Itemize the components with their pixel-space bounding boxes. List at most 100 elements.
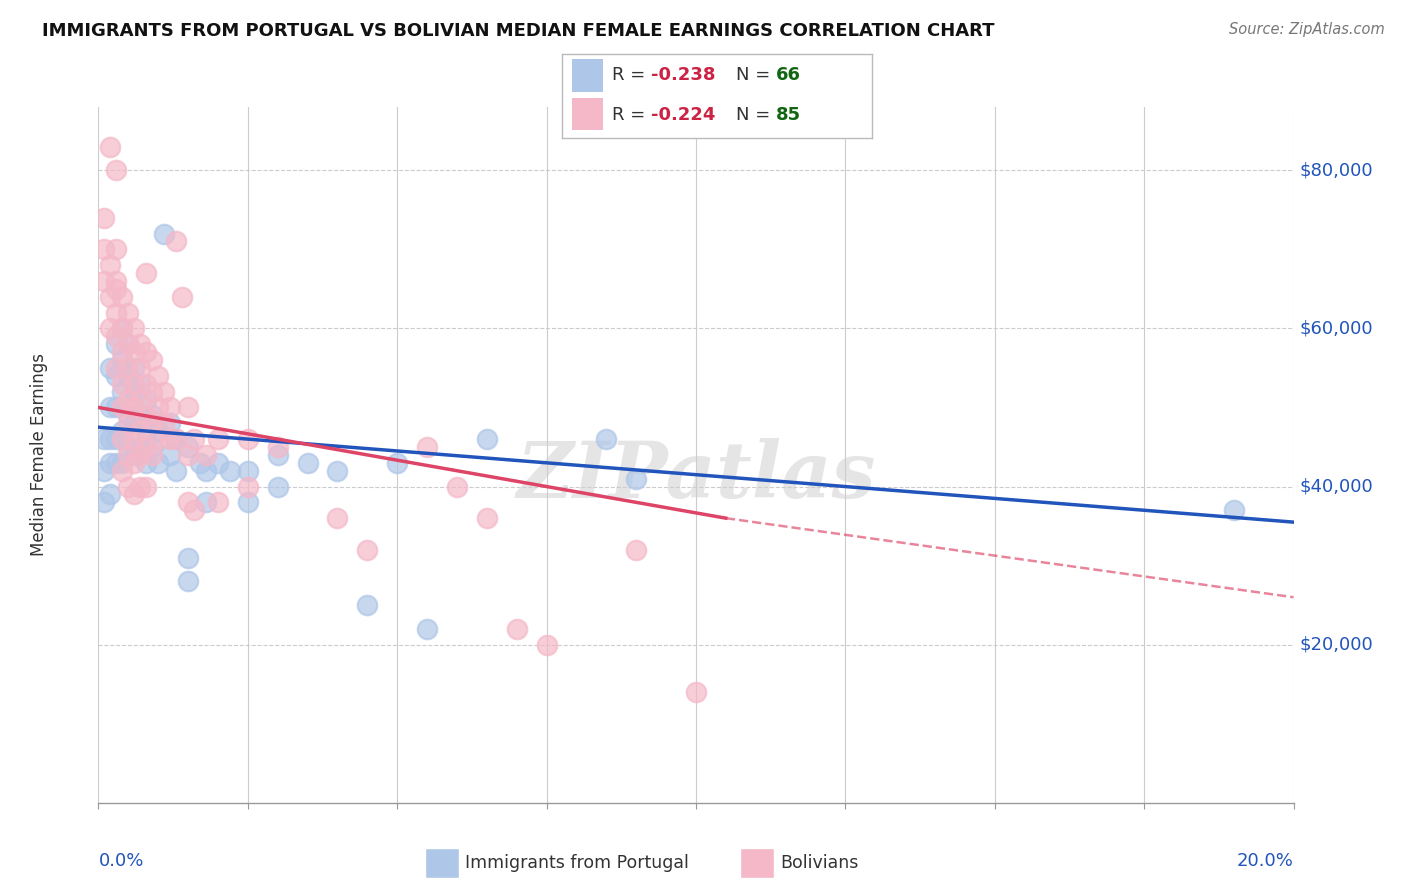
Point xyxy=(1223,503,1246,517)
Point xyxy=(148,432,170,446)
Point xyxy=(105,361,128,376)
Point xyxy=(129,361,152,376)
Point xyxy=(105,243,128,257)
Point xyxy=(148,424,170,438)
Point xyxy=(236,479,259,493)
Point xyxy=(124,417,146,431)
Bar xyxy=(572,60,603,92)
Point xyxy=(236,432,259,446)
Point xyxy=(124,321,146,335)
Text: IMMIGRANTS FROM PORTUGAL VS BOLIVIAN MEDIAN FEMALE EARNINGS CORRELATION CHART: IMMIGRANTS FROM PORTUGAL VS BOLIVIAN MED… xyxy=(42,22,994,40)
Point xyxy=(536,638,558,652)
Text: 85: 85 xyxy=(776,105,801,123)
Point xyxy=(135,440,157,454)
Text: -0.224: -0.224 xyxy=(651,105,714,123)
Bar xyxy=(740,848,775,878)
Point xyxy=(177,550,200,565)
Point xyxy=(297,456,319,470)
Point xyxy=(124,432,146,446)
Point xyxy=(135,345,157,359)
Point xyxy=(685,685,707,699)
Point xyxy=(236,495,259,509)
Text: 0.0%: 0.0% xyxy=(98,852,143,870)
Point xyxy=(98,456,122,470)
Point xyxy=(117,479,139,493)
Point xyxy=(124,384,146,399)
Text: -0.238: -0.238 xyxy=(651,66,716,84)
Text: $80,000: $80,000 xyxy=(1299,161,1374,179)
Point xyxy=(153,384,176,399)
Point xyxy=(117,448,139,462)
Point xyxy=(141,409,163,423)
Point xyxy=(183,432,205,446)
Text: N =: N = xyxy=(735,66,776,84)
Text: R =: R = xyxy=(612,105,651,123)
Point xyxy=(356,542,378,557)
Point xyxy=(135,424,157,438)
Point xyxy=(93,432,115,446)
Point xyxy=(93,211,115,225)
Text: $20,000: $20,000 xyxy=(1299,636,1374,654)
Point xyxy=(267,479,290,493)
Point xyxy=(93,274,115,288)
Point xyxy=(165,464,187,478)
Point xyxy=(172,290,194,304)
Point xyxy=(117,409,139,423)
Text: Immigrants from Portugal: Immigrants from Portugal xyxy=(465,854,689,872)
Point xyxy=(124,376,146,391)
Point xyxy=(475,511,498,525)
Bar xyxy=(425,848,458,878)
Point xyxy=(207,495,229,509)
Point xyxy=(98,139,122,153)
Point xyxy=(624,542,647,557)
Point xyxy=(446,479,468,493)
Point xyxy=(105,274,128,288)
Point xyxy=(124,448,146,462)
Text: Source: ZipAtlas.com: Source: ZipAtlas.com xyxy=(1229,22,1385,37)
Point xyxy=(135,376,157,391)
Text: $60,000: $60,000 xyxy=(1299,319,1374,337)
Point xyxy=(188,456,211,470)
Point xyxy=(111,401,134,415)
Point xyxy=(148,456,170,470)
Point xyxy=(194,495,218,509)
Point xyxy=(105,432,128,446)
Point xyxy=(105,305,128,319)
Point xyxy=(141,353,163,368)
Point xyxy=(129,479,152,493)
Point xyxy=(141,384,163,399)
Point xyxy=(105,282,128,296)
Point xyxy=(98,487,122,501)
Point xyxy=(117,417,139,431)
Point xyxy=(267,448,290,462)
Point xyxy=(416,622,439,636)
Point xyxy=(159,417,181,431)
Point xyxy=(129,448,152,462)
Point xyxy=(111,290,134,304)
Point xyxy=(183,503,205,517)
Point xyxy=(129,337,152,351)
Point xyxy=(124,345,146,359)
Point xyxy=(105,368,128,383)
Point xyxy=(159,448,181,462)
Point xyxy=(111,384,134,399)
Point xyxy=(124,487,146,501)
Point xyxy=(98,401,122,415)
Point xyxy=(385,456,409,470)
Point xyxy=(105,456,128,470)
Point xyxy=(111,424,134,438)
Text: ZIPatlas: ZIPatlas xyxy=(516,438,876,514)
Point xyxy=(129,376,152,391)
Point xyxy=(194,448,218,462)
Point xyxy=(624,472,647,486)
Point xyxy=(326,464,349,478)
Point xyxy=(177,401,200,415)
Point xyxy=(117,440,139,454)
Bar xyxy=(572,97,603,130)
Point xyxy=(124,456,146,470)
Point xyxy=(326,511,349,525)
Point xyxy=(129,440,152,454)
Text: 66: 66 xyxy=(776,66,801,84)
Point xyxy=(111,376,134,391)
Point xyxy=(129,392,152,407)
